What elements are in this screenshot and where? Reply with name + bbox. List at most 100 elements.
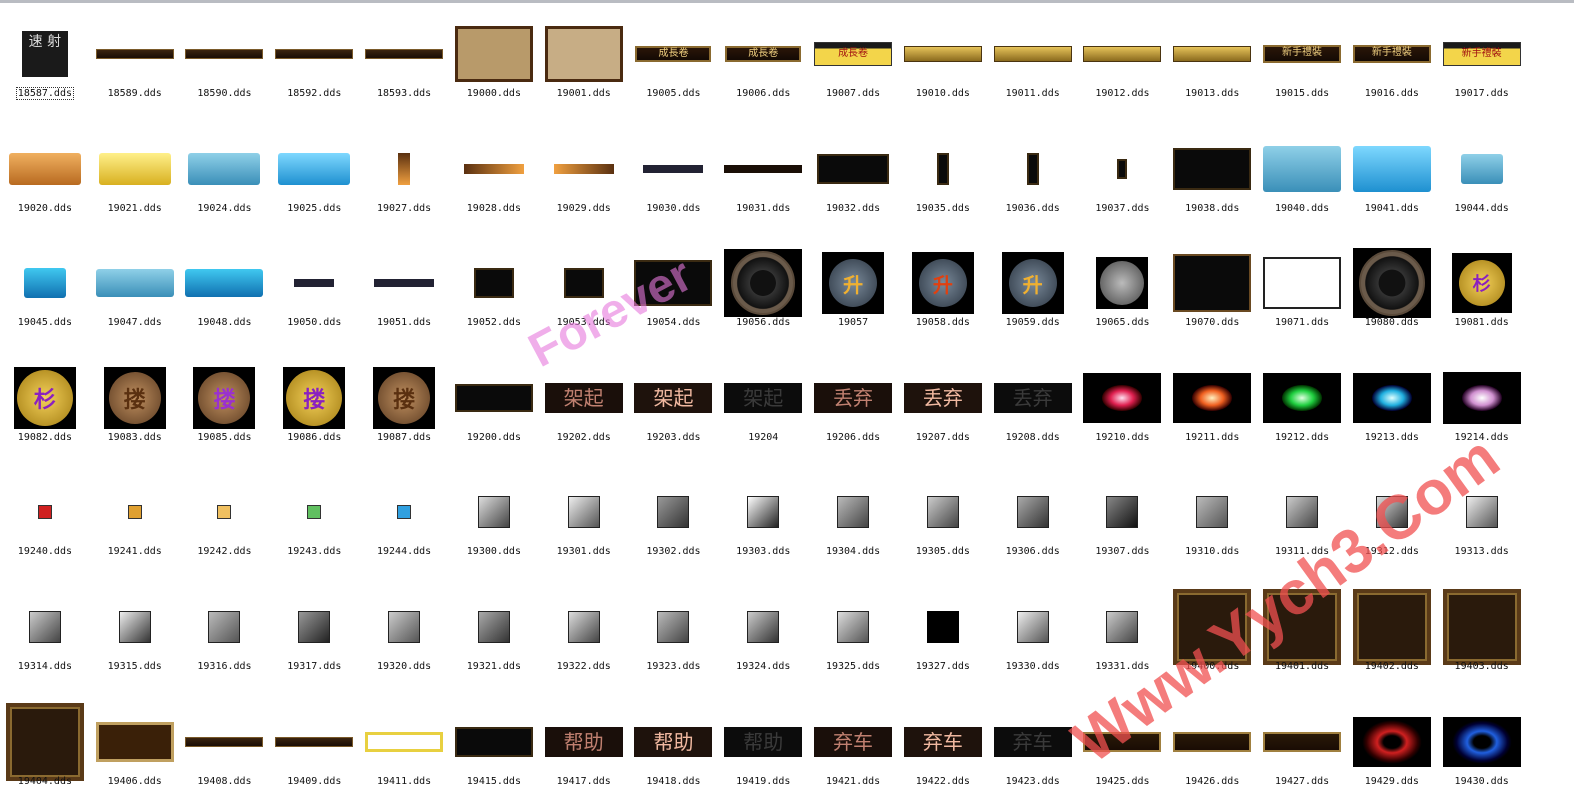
file-item[interactable]: 19302.dds: [629, 464, 719, 579]
file-item[interactable]: 帮助 19419.dds: [718, 694, 808, 808]
file-item[interactable]: 19429.dds: [1347, 694, 1437, 808]
file-item[interactable]: 19315.dds: [90, 579, 180, 694]
file-item[interactable]: 19401.dds: [1257, 579, 1347, 694]
file-item[interactable]: 19041.dds: [1347, 121, 1437, 236]
file-item[interactable]: 19020.dds: [0, 121, 90, 236]
file-item[interactable]: 19213.dds: [1347, 350, 1437, 465]
file-item[interactable]: 架起 19204: [718, 350, 808, 465]
file-item[interactable]: 19303.dds: [718, 464, 808, 579]
file-item[interactable]: 19210.dds: [1078, 350, 1168, 465]
file-item[interactable]: 19306.dds: [988, 464, 1078, 579]
file-item[interactable]: 19411.dds: [359, 694, 449, 808]
file-item[interactable]: 19214.dds: [1437, 350, 1527, 465]
file-item[interactable]: 18593.dds: [359, 6, 449, 121]
file-item[interactable]: 19000.dds: [449, 6, 539, 121]
file-item[interactable]: 升 19059.dds: [988, 235, 1078, 350]
file-item[interactable]: 19406.dds: [90, 694, 180, 808]
file-item[interactable]: 19031.dds: [718, 121, 808, 236]
file-item[interactable]: 19320.dds: [359, 579, 449, 694]
file-item[interactable]: 19032.dds: [808, 121, 898, 236]
file-item[interactable]: 19307.dds: [1078, 464, 1168, 579]
file-item[interactable]: 成長卷 19006.dds: [718, 6, 808, 121]
file-item[interactable]: 帮助 19418.dds: [629, 694, 719, 808]
file-item[interactable]: 19427.dds: [1257, 694, 1347, 808]
file-item[interactable]: 19200.dds: [449, 350, 539, 465]
file-item[interactable]: 19056.dds: [718, 235, 808, 350]
file-item[interactable]: 帮助 19417.dds: [539, 694, 629, 808]
file-item[interactable]: 19040.dds: [1257, 121, 1347, 236]
file-item[interactable]: 速 射 18587.dds: [0, 6, 90, 121]
file-item[interactable]: 新手禮裝 19017.dds: [1437, 6, 1527, 121]
file-item[interactable]: 升 19058.dds: [898, 235, 988, 350]
file-item[interactable]: 19030.dds: [629, 121, 719, 236]
file-item[interactable]: 19415.dds: [449, 694, 539, 808]
file-item[interactable]: 19035.dds: [898, 121, 988, 236]
file-item[interactable]: 19242.dds: [180, 464, 270, 579]
file-item[interactable]: 19050.dds: [269, 235, 359, 350]
file-item[interactable]: 架起 19202.dds: [539, 350, 629, 465]
file-item[interactable]: 19323.dds: [629, 579, 719, 694]
file-item[interactable]: 19241.dds: [90, 464, 180, 579]
file-item[interactable]: 19010.dds: [898, 6, 988, 121]
file-item[interactable]: 19316.dds: [180, 579, 270, 694]
file-item[interactable]: 19313.dds: [1437, 464, 1527, 579]
file-item[interactable]: 19404.dds: [0, 694, 90, 808]
file-item[interactable]: 19080.dds: [1347, 235, 1437, 350]
file-item[interactable]: 19070.dds: [1167, 235, 1257, 350]
file-item[interactable]: 弃车 19421.dds: [808, 694, 898, 808]
file-item[interactable]: 19240.dds: [0, 464, 90, 579]
file-item[interactable]: 19036.dds: [988, 121, 1078, 236]
file-item[interactable]: 19301.dds: [539, 464, 629, 579]
file-item[interactable]: 19047.dds: [90, 235, 180, 350]
file-item[interactable]: 19071.dds: [1257, 235, 1347, 350]
file-item[interactable]: 19402.dds: [1347, 579, 1437, 694]
file-item[interactable]: 搂 19086.dds: [269, 350, 359, 465]
file-item[interactable]: 19045.dds: [0, 235, 90, 350]
file-item[interactable]: 19330.dds: [988, 579, 1078, 694]
file-item[interactable]: 19013.dds: [1167, 6, 1257, 121]
file-item[interactable]: 19027.dds: [359, 121, 449, 236]
file-item[interactable]: 19310.dds: [1167, 464, 1257, 579]
file-item[interactable]: 19212.dds: [1257, 350, 1347, 465]
file-item[interactable]: 19037.dds: [1078, 121, 1168, 236]
file-item[interactable]: 19325.dds: [808, 579, 898, 694]
file-item[interactable]: 19025.dds: [269, 121, 359, 236]
file-item[interactable]: 19400.dds: [1167, 579, 1257, 694]
file-item[interactable]: 19053.dds: [539, 235, 629, 350]
file-item[interactable]: 19052.dds: [449, 235, 539, 350]
file-item[interactable]: 架起 19203.dds: [629, 350, 719, 465]
file-item[interactable]: 丢弃 19207.dds: [898, 350, 988, 465]
file-item[interactable]: 19065.dds: [1078, 235, 1168, 350]
file-item[interactable]: 19425.dds: [1078, 694, 1168, 808]
file-item[interactable]: 新手禮裝 19015.dds: [1257, 6, 1347, 121]
file-item[interactable]: 丢弃 19208.dds: [988, 350, 1078, 465]
file-item[interactable]: 19305.dds: [898, 464, 988, 579]
file-item[interactable]: 18590.dds: [180, 6, 270, 121]
file-item[interactable]: 19314.dds: [0, 579, 90, 694]
file-item[interactable]: 成長卷 19007.dds: [808, 6, 898, 121]
file-item[interactable]: 19012.dds: [1078, 6, 1168, 121]
file-item[interactable]: 19304.dds: [808, 464, 898, 579]
file-item[interactable]: 19048.dds: [180, 235, 270, 350]
file-item[interactable]: 弃车 19423.dds: [988, 694, 1078, 808]
file-item[interactable]: 18589.dds: [90, 6, 180, 121]
file-item[interactable]: 19001.dds: [539, 6, 629, 121]
file-item[interactable]: 19244.dds: [359, 464, 449, 579]
file-item[interactable]: 丢弃 19206.dds: [808, 350, 898, 465]
file-item[interactable]: 19322.dds: [539, 579, 629, 694]
file-item[interactable]: 19327.dds: [898, 579, 988, 694]
file-item[interactable]: 19312.dds: [1347, 464, 1437, 579]
file-item[interactable]: 19409.dds: [269, 694, 359, 808]
file-item[interactable]: 19317.dds: [269, 579, 359, 694]
file-item[interactable]: 19300.dds: [449, 464, 539, 579]
file-item[interactable]: 19403.dds: [1437, 579, 1527, 694]
file-item[interactable]: 19051.dds: [359, 235, 449, 350]
file-item[interactable]: 19054.dds: [629, 235, 719, 350]
file-item[interactable]: 19331.dds: [1078, 579, 1168, 694]
file-item[interactable]: 杉 19081.dds: [1437, 235, 1527, 350]
file-item[interactable]: 搂 19083.dds: [90, 350, 180, 465]
file-item[interactable]: 新手禮裝 19016.dds: [1347, 6, 1437, 121]
file-item[interactable]: 搂 19085.dds: [180, 350, 270, 465]
file-item[interactable]: 19311.dds: [1257, 464, 1347, 579]
file-item[interactable]: 19324.dds: [718, 579, 808, 694]
